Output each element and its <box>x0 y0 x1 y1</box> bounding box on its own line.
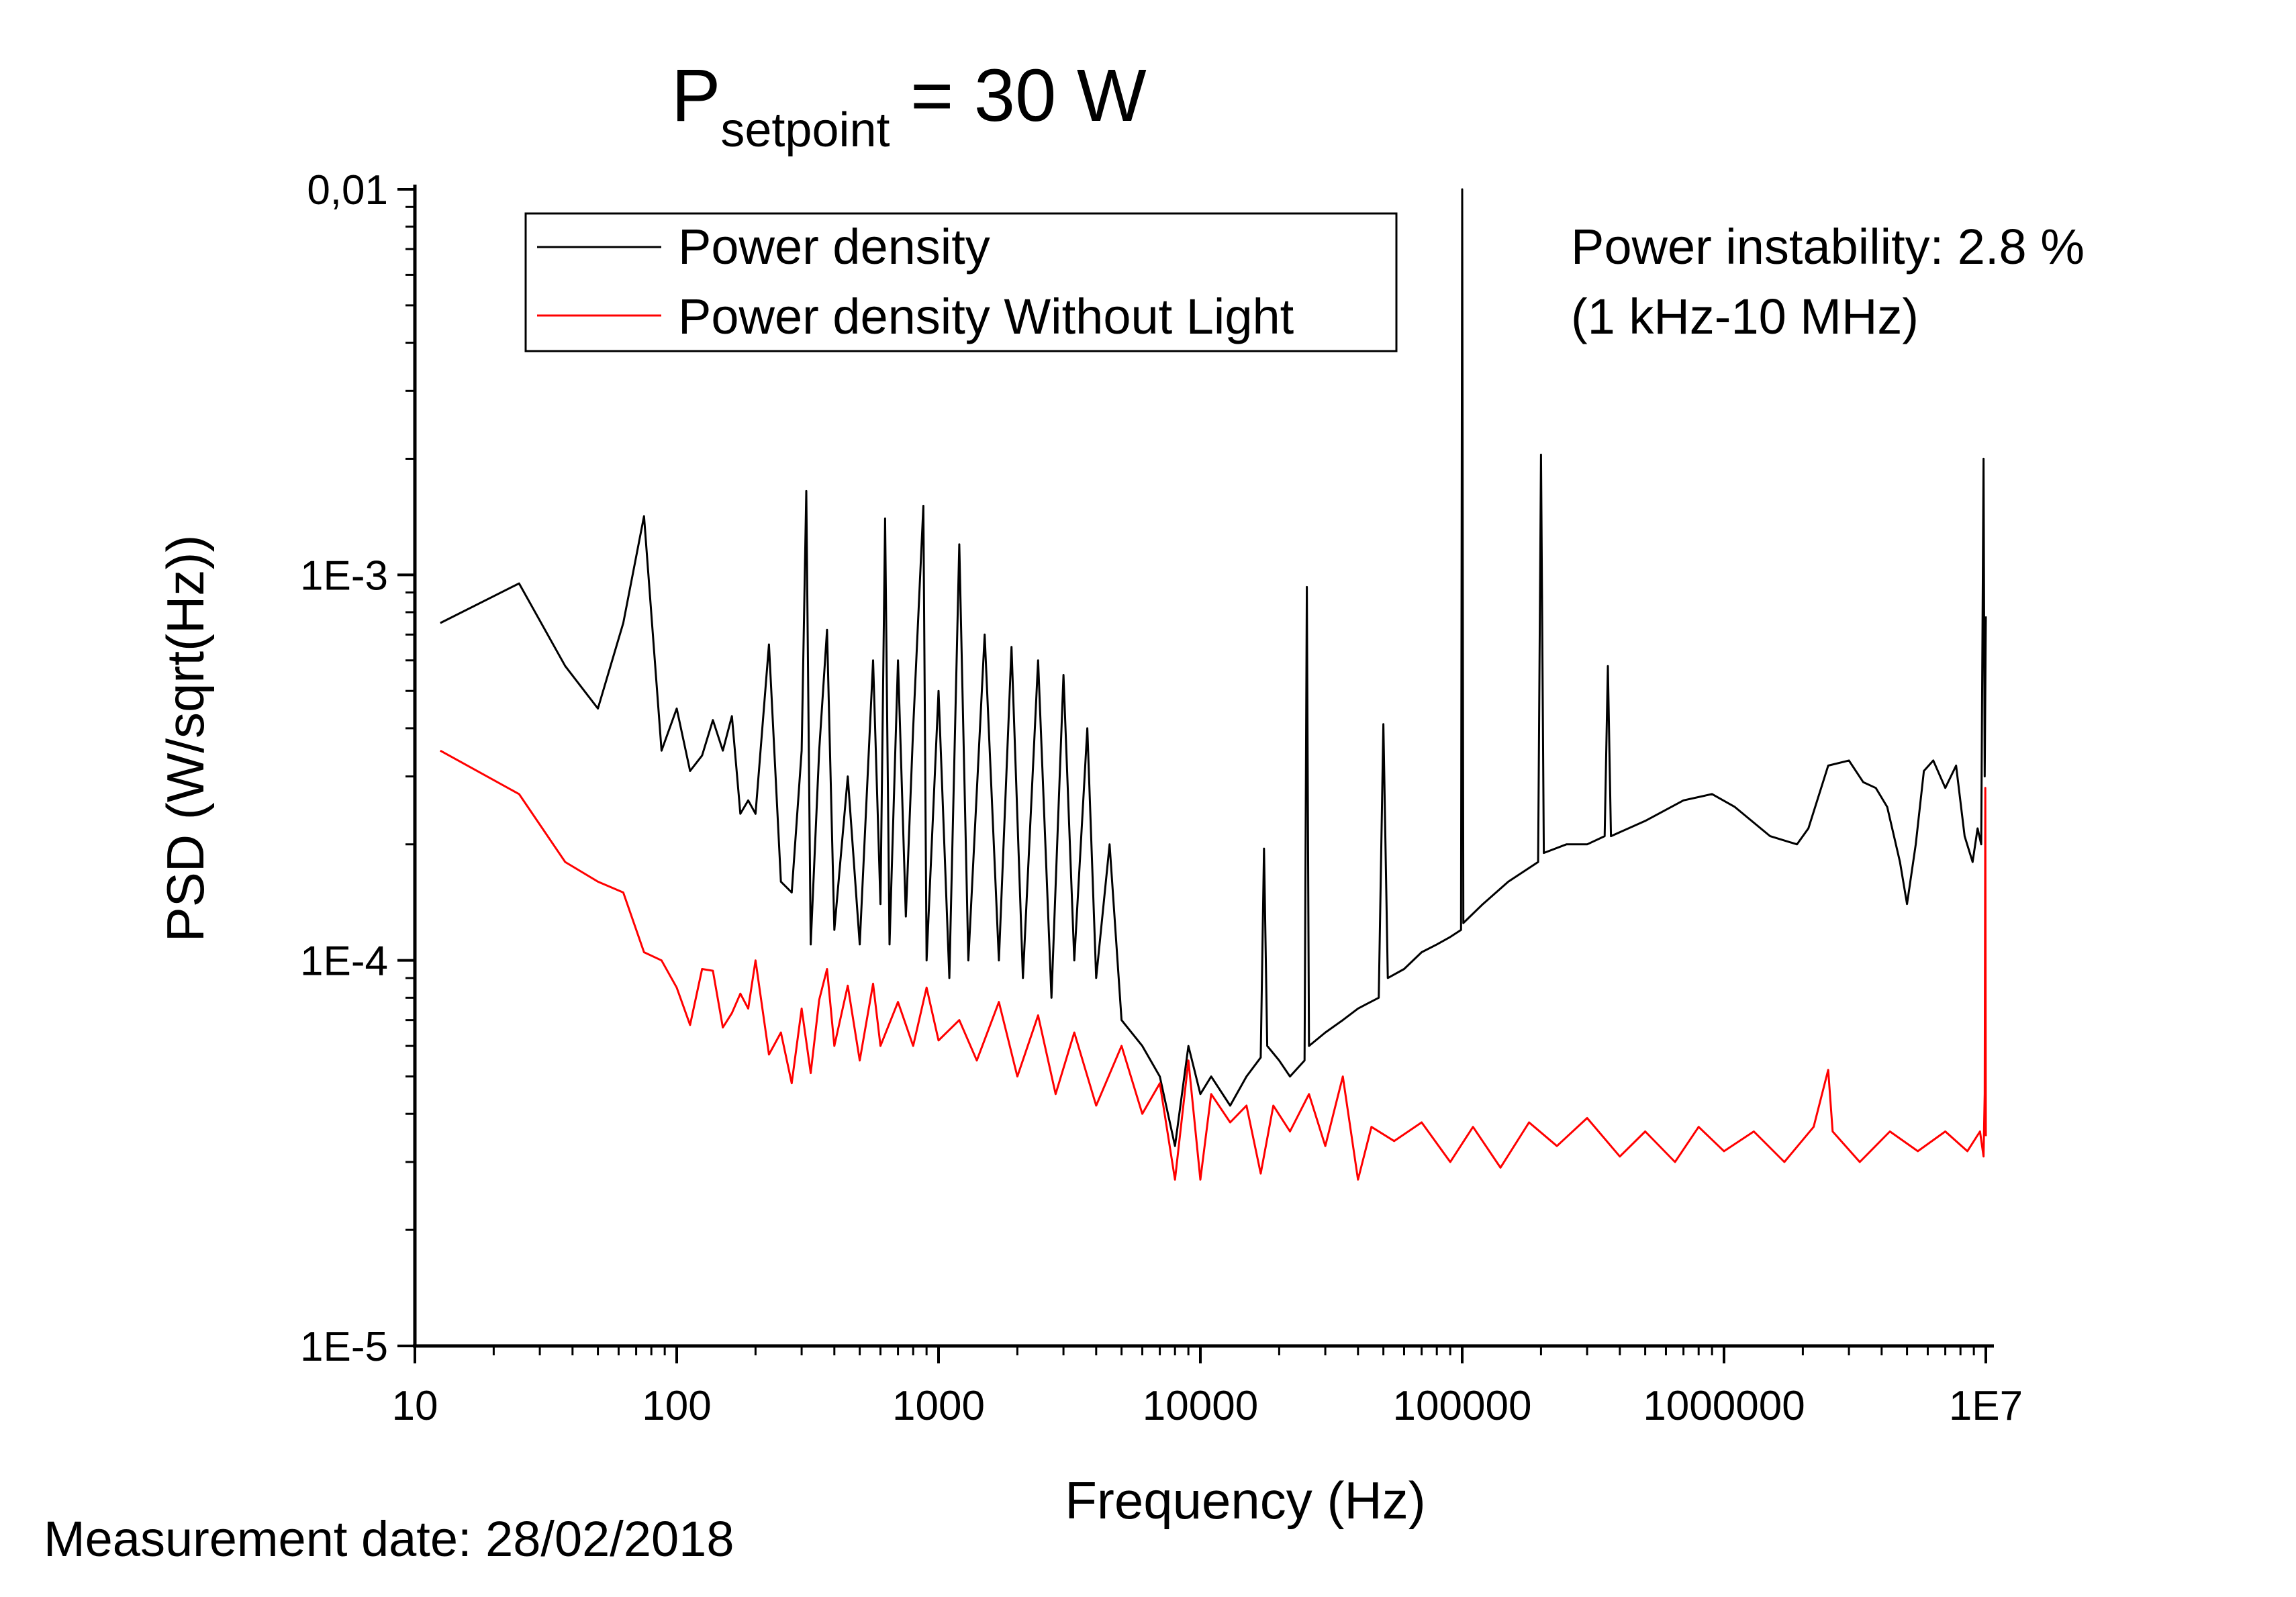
x-tick-label: 100 <box>642 1383 711 1429</box>
chart-title-subscript: setpoint <box>720 103 890 157</box>
legend: Power density Power density Without Ligh… <box>524 212 1398 352</box>
legend-box <box>524 212 1398 352</box>
y-tick-label: 0,01 <box>307 167 388 213</box>
chart-title: Psetpoint = 30 W <box>671 54 1147 157</box>
axes-layer <box>413 185 1994 1348</box>
ticks-layer: 10 100 1000 10000 100000 1000000 1E7 1E-5 1E-4 1E… <box>300 167 2023 1429</box>
legend-label-power-density: Power density <box>678 219 990 275</box>
y-tick-label: 1E-3 <box>300 552 388 599</box>
x-tick-label: 10 <box>392 1383 438 1429</box>
legend-label-without-light: Power density Without Light <box>678 289 1294 344</box>
y-tick-label: 1E-5 <box>300 1324 388 1370</box>
x-tick-label: 1E7 <box>1949 1383 2023 1429</box>
x-tick-label: 10000 <box>1143 1383 1258 1429</box>
series-layer <box>440 188 1987 1181</box>
y-axis-title: PSD (W/sqrt(Hz)) <box>156 535 215 942</box>
instability-annotation-line1: Power instability: 2.8 % <box>1571 219 2085 275</box>
chart-title-main: P <box>671 54 720 137</box>
chart-title-suffix: = 30 W <box>890 54 1147 137</box>
x-tick-label: 1000000 <box>1643 1383 1805 1429</box>
x-axis-title: Frequency (Hz) <box>1065 1471 1425 1530</box>
x-tick-label: 1000 <box>892 1383 985 1429</box>
series-line-power-density-without-light <box>440 749 1987 1181</box>
measurement-date: Measurement date: 28/02/2018 <box>44 1511 734 1567</box>
x-tick-label: 100000 <box>1393 1383 1532 1429</box>
y-tick-label: 1E-4 <box>300 938 388 985</box>
series-line-power-density <box>440 188 1987 1147</box>
instability-annotation-line2: (1 kHz-10 MHz) <box>1571 289 1919 344</box>
